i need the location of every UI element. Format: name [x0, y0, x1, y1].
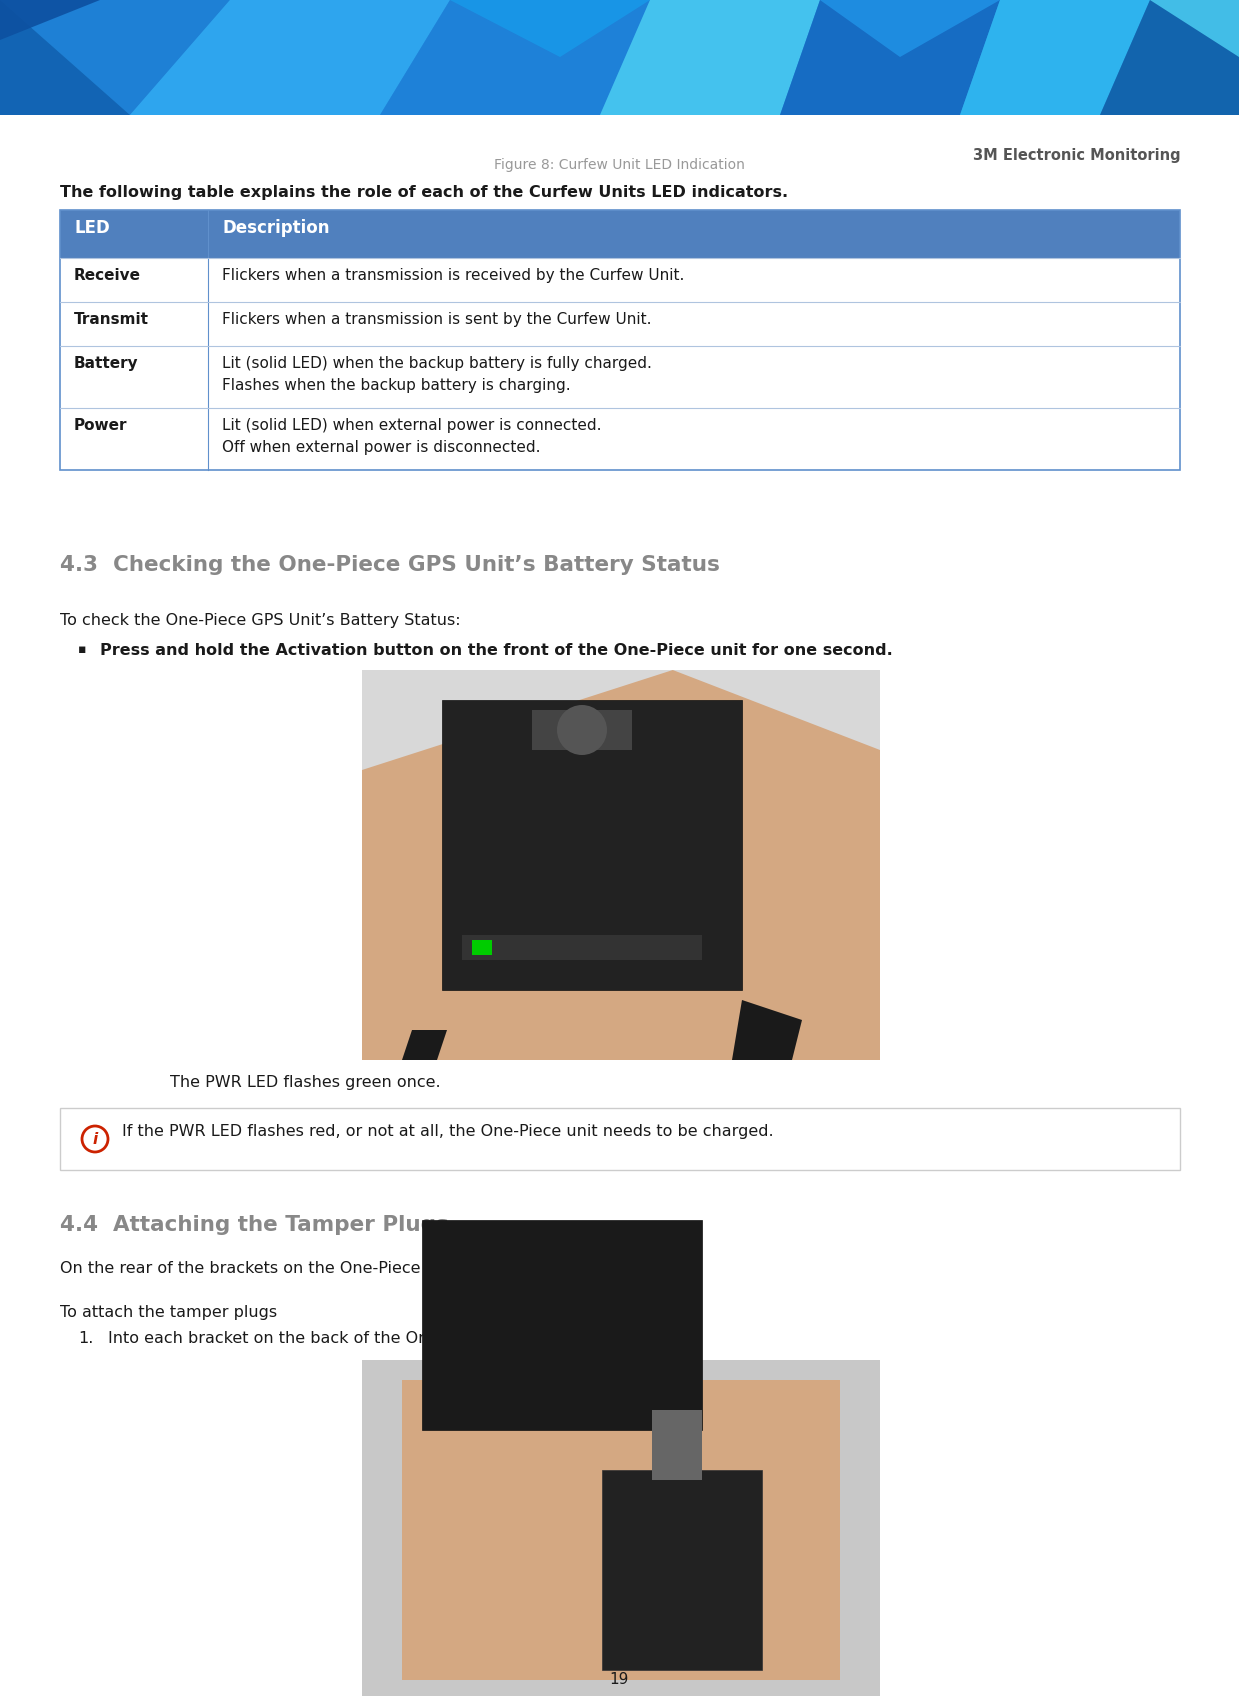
- Polygon shape: [1150, 0, 1239, 58]
- Text: ▪: ▪: [78, 643, 87, 656]
- Text: Lit (solid LED) when the backup battery is fully charged.: Lit (solid LED) when the backup battery …: [222, 356, 652, 371]
- Text: Battery: Battery: [74, 356, 139, 371]
- Bar: [652, 1409, 703, 1481]
- Bar: [442, 700, 742, 990]
- Text: Off when external power is disconnected.: Off when external power is disconnected.: [222, 439, 540, 455]
- Polygon shape: [820, 0, 1000, 58]
- Polygon shape: [0, 0, 100, 41]
- Bar: [362, 1360, 880, 1696]
- Text: Into each bracket on the back of the One-Piece unit, insert a tamper plug.: Into each bracket on the back of the One…: [108, 1331, 703, 1347]
- Bar: [59, 210, 1180, 258]
- Polygon shape: [380, 0, 650, 115]
- Text: The following table explains the role of each of the Curfew Units LED indicators: The following table explains the role of…: [59, 185, 788, 200]
- Text: The PWR LED flashes green once.: The PWR LED flashes green once.: [170, 1075, 441, 1091]
- Polygon shape: [0, 0, 130, 115]
- Text: If the PWR LED flashes red, or not at all, the One-Piece unit needs to be charge: If the PWR LED flashes red, or not at al…: [121, 1124, 773, 1140]
- Text: LED: LED: [74, 219, 110, 237]
- Text: Flashes when the backup battery is charging.: Flashes when the backup battery is charg…: [222, 378, 571, 393]
- Text: i: i: [93, 1131, 98, 1146]
- Text: 1.: 1.: [78, 1331, 93, 1347]
- Text: To check the One-Piece GPS Unit’s Battery Status:: To check the One-Piece GPS Unit’s Batter…: [59, 612, 461, 628]
- Text: To attach the tamper plugs: To attach the tamper plugs: [59, 1304, 278, 1319]
- Text: Receive: Receive: [74, 268, 141, 283]
- Text: Transmit: Transmit: [74, 312, 149, 327]
- Polygon shape: [781, 0, 1000, 115]
- Bar: [59, 1107, 1180, 1170]
- Text: 4.4  Attaching the Tamper Plugs: 4.4 Attaching the Tamper Plugs: [59, 1214, 449, 1235]
- Bar: [362, 670, 880, 1060]
- Bar: [0, 0, 1239, 115]
- Text: Description: Description: [222, 219, 330, 237]
- Text: Flickers when a transmission is received by the Curfew Unit.: Flickers when a transmission is received…: [222, 268, 684, 283]
- Text: Press and hold the Activation button on the front of the One-Piece unit for one : Press and hold the Activation button on …: [100, 643, 893, 658]
- Polygon shape: [0, 0, 230, 115]
- Bar: [59, 210, 1180, 470]
- Polygon shape: [130, 0, 450, 115]
- Polygon shape: [362, 670, 880, 1060]
- Bar: [532, 711, 632, 750]
- Polygon shape: [450, 0, 650, 58]
- Text: 19: 19: [610, 1672, 628, 1688]
- Text: Flickers when a transmission is sent by the Curfew Unit.: Flickers when a transmission is sent by …: [222, 312, 652, 327]
- Bar: [401, 1381, 840, 1681]
- Bar: [472, 940, 492, 955]
- Bar: [462, 934, 703, 960]
- Polygon shape: [960, 0, 1150, 115]
- Polygon shape: [1100, 0, 1239, 115]
- Bar: [422, 1219, 703, 1430]
- Text: Figure 8: Curfew Unit LED Indication: Figure 8: Curfew Unit LED Indication: [493, 158, 745, 171]
- Polygon shape: [401, 1029, 447, 1060]
- Polygon shape: [600, 0, 820, 115]
- Bar: [602, 1470, 762, 1671]
- Text: On the rear of the brackets on the One-Piece unit, attach tamper plugs.: On the rear of the brackets on the One-P…: [59, 1262, 636, 1275]
- Text: Lit (solid LED) when external power is connected.: Lit (solid LED) when external power is c…: [222, 417, 601, 432]
- Circle shape: [558, 706, 607, 755]
- Text: 3M Electronic Monitoring: 3M Electronic Monitoring: [974, 148, 1181, 163]
- Polygon shape: [732, 1001, 802, 1060]
- Text: Power: Power: [74, 417, 128, 432]
- Text: 4.3  Checking the One-Piece GPS Unit’s Battery Status: 4.3 Checking the One-Piece GPS Unit’s Ba…: [59, 555, 720, 575]
